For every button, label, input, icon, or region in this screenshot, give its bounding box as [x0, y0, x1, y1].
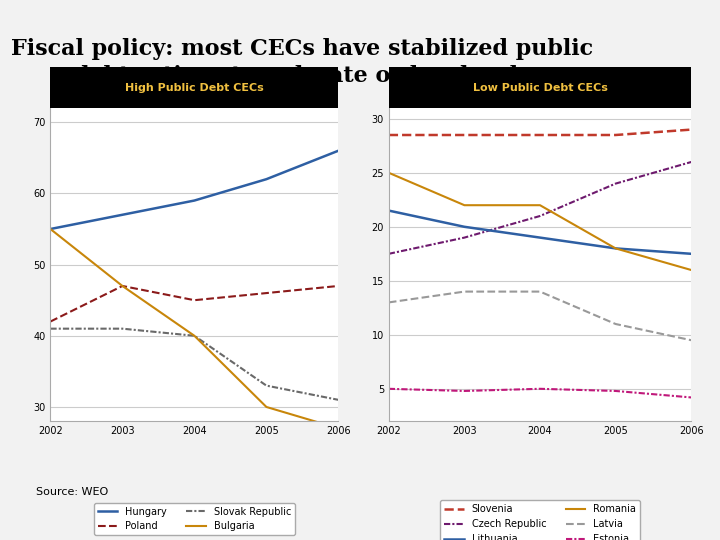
Text: Fiscal policy: most CECs have stabilized public: Fiscal policy: most CECs have stabilized…	[12, 38, 593, 60]
Legend: Slovenia, Czech Republic, Lithuania, Romania, Latvia, Estonia: Slovenia, Czech Republic, Lithuania, Rom…	[441, 501, 639, 540]
Text: Source: WEO: Source: WEO	[36, 487, 108, 497]
Text: debt ratios at moderate or low levels: debt ratios at moderate or low levels	[74, 65, 531, 87]
Legend: Hungary, Poland, Slovak Republic, Bulgaria: Hungary, Poland, Slovak Republic, Bulgar…	[94, 503, 294, 535]
